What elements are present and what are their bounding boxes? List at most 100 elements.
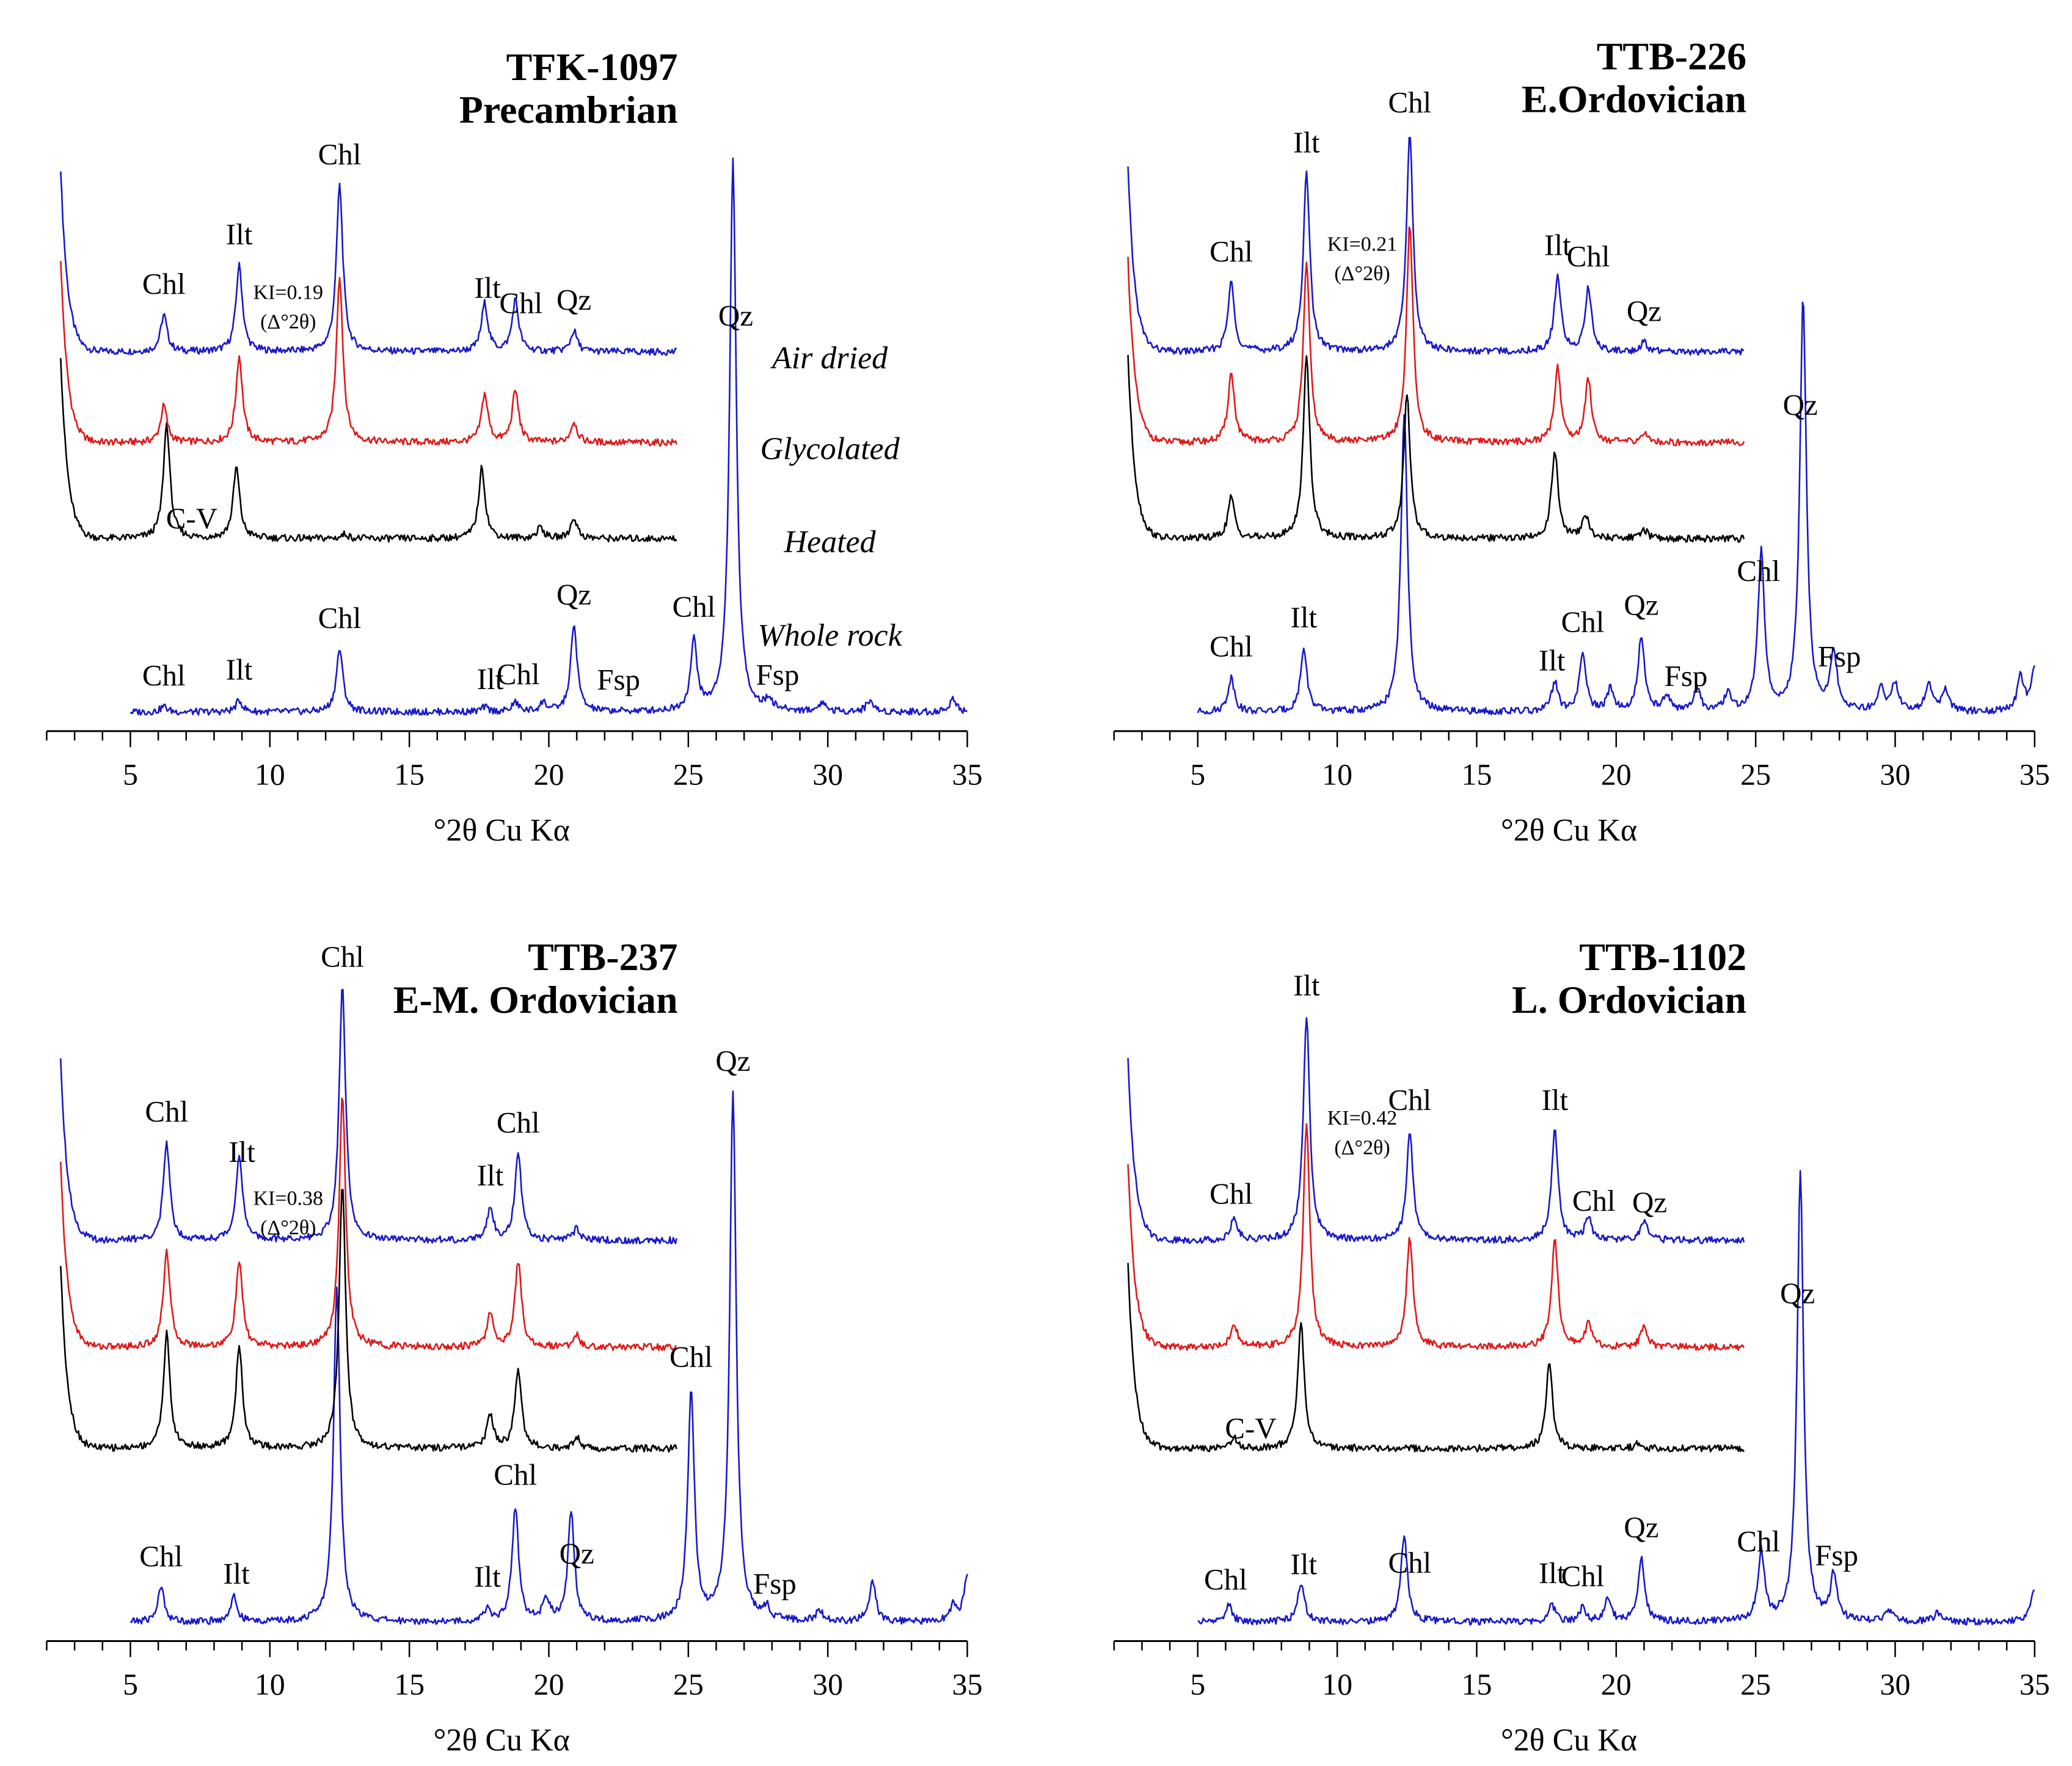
peak-label-chl: Chl: [145, 1095, 188, 1128]
peak-label-chl: Chl: [1388, 86, 1431, 119]
series-line-whole-rock: [1197, 301, 2036, 715]
series-line-heated: [1127, 355, 1745, 543]
peak-label-chl: Chl: [1209, 235, 1253, 268]
peak-label-qz: Qz: [1624, 588, 1658, 621]
peak-label-ilt: Ilt: [1293, 969, 1320, 1002]
series-line-glycolated: [60, 1097, 677, 1351]
peak-label-qz: Qz: [1624, 1510, 1658, 1544]
peak-label-qz: Qz: [556, 283, 591, 316]
peak-label-qz: Qz: [1783, 388, 1818, 421]
peak-label-chl: Chl: [139, 1539, 183, 1573]
sample-age: Precambrian: [459, 88, 678, 131]
x-tick-label: 35: [2019, 757, 2050, 791]
x-tick-label: 10: [1322, 1667, 1352, 1701]
peak-label-chl: Chl: [499, 286, 542, 320]
ki-unit-label: (Δ°2θ): [260, 310, 316, 333]
peak-label-qz: Qz: [1780, 1277, 1815, 1310]
series-line-glycolated: [60, 261, 677, 447]
series-line-glycolated: [1127, 1123, 1745, 1351]
peak-label-c-v: C-V: [1225, 1412, 1276, 1445]
x-tick-label: 30: [812, 1667, 843, 1701]
series-line-air-dried: [60, 171, 677, 356]
series-line-whole-rock: [130, 1090, 968, 1626]
peak-label-qz: Qz: [560, 1537, 594, 1571]
peak-label-chl: Chl: [497, 657, 540, 691]
peak-label-qz: Qz: [1627, 294, 1662, 328]
x-tick-label: 15: [1461, 1667, 1492, 1701]
condition-label-whole-rock: Whole rock: [757, 618, 902, 653]
series-line-glycolated: [1127, 226, 1745, 447]
sample-title: TTB-226: [1597, 35, 1746, 78]
peak-label-chl: Chl: [1209, 1177, 1253, 1210]
series-line-air-dried: [1127, 137, 1745, 356]
x-tick-label: 10: [255, 757, 285, 791]
series-line-heated: [1127, 1263, 1745, 1453]
peak-label-ilt: Ilt: [477, 1159, 504, 1192]
peak-label-chl: Chl: [1388, 1083, 1431, 1117]
series-line-air-dried: [60, 988, 677, 1245]
series-line-heated: [60, 358, 677, 543]
sample-title: TFK-1097: [506, 45, 678, 89]
ki-value-label: KI=0.21: [1327, 233, 1398, 256]
sample-title: TTB-237: [528, 935, 677, 979]
peak-label-chl: Chl: [1561, 605, 1605, 639]
x-tick-label: 5: [123, 757, 138, 791]
peak-label-ilt: Ilt: [226, 652, 253, 686]
peak-label-ilt: Ilt: [474, 1560, 501, 1593]
peak-label-chl: Chl: [1737, 554, 1780, 588]
peak-label-qz: Qz: [715, 1044, 750, 1078]
peak-label-ilt: Ilt: [1539, 644, 1566, 677]
peak-label-chl: Chl: [1561, 1559, 1605, 1593]
x-axis-label: °2θ Cu Kα: [1501, 813, 1637, 848]
x-tick-label: 15: [394, 1667, 425, 1701]
xrd-panel-1: 5 10 15 20 25 30 35 °2θ Cu Kα TFK-1097Precambria…: [46, 45, 983, 848]
series-line-whole-rock: [1197, 1170, 2035, 1626]
x-tick-label: 20: [1601, 757, 1632, 791]
x-tick-label: 20: [533, 757, 564, 791]
ki-value-label: KI=0.38: [253, 1187, 323, 1210]
series-line-air-dried: [1127, 1017, 1745, 1244]
x-tick-label: 10: [255, 1667, 285, 1701]
peak-label-qz: Qz: [718, 299, 753, 332]
peak-label-ilt: Ilt: [1291, 600, 1318, 634]
peak-label-qz: Qz: [556, 577, 591, 611]
peak-label-chl: Chl: [1204, 1563, 1247, 1596]
peak-label-chl: Chl: [1209, 629, 1253, 663]
peak-label-qz: Qz: [1632, 1186, 1667, 1219]
x-tick-label: 5: [123, 1667, 138, 1701]
peak-label-chl: Chl: [494, 1458, 537, 1492]
x-tick-label: 20: [533, 1667, 564, 1701]
ki-value-label: KI=0.42: [1327, 1107, 1398, 1129]
peak-label-chl: Chl: [1737, 1525, 1780, 1558]
sample-age: E.Ordovician: [1522, 77, 1746, 120]
peak-label-ilt: Ilt: [1544, 228, 1571, 262]
series-line-whole-rock: [130, 157, 968, 716]
x-tick-label: 35: [952, 757, 983, 791]
peak-label-chl: Chl: [318, 137, 362, 171]
peak-label-fsp: Fsp: [1815, 1538, 1858, 1572]
peak-label-ilt: Ilt: [228, 1135, 255, 1169]
x-tick-label: 35: [2019, 1667, 2050, 1701]
peak-label-chl: Chl: [321, 940, 364, 974]
sample-title: TTB-1102: [1579, 935, 1746, 979]
x-tick-label: 30: [1880, 757, 1910, 791]
peak-label-chl: Chl: [318, 601, 362, 635]
peak-label-ilt: Ilt: [1293, 126, 1320, 159]
condition-label-air-dried: Air dried: [770, 341, 888, 376]
peak-label-ilt: Ilt: [477, 662, 504, 696]
ki-value-label: KI=0.19: [253, 281, 323, 304]
peak-label-chl: Chl: [1567, 239, 1610, 273]
peak-label-chl: Chl: [1572, 1184, 1616, 1217]
ki-unit-label: (Δ°2θ): [1334, 1136, 1390, 1159]
peak-label-ilt: Ilt: [223, 1556, 250, 1590]
x-tick-label: 25: [673, 1667, 704, 1701]
peak-label-chl: Chl: [142, 659, 186, 692]
ki-unit-label: (Δ°2θ): [1334, 263, 1390, 285]
peak-label-c-v: C-V: [166, 502, 217, 535]
x-tick-label: 15: [1461, 757, 1492, 791]
peak-label-chl: Chl: [497, 1106, 540, 1139]
xrd-panel-2: 5 10 15 20 25 30 35 °2θ Cu Kα TTB-226E.Ordovicia…: [1113, 35, 2050, 848]
